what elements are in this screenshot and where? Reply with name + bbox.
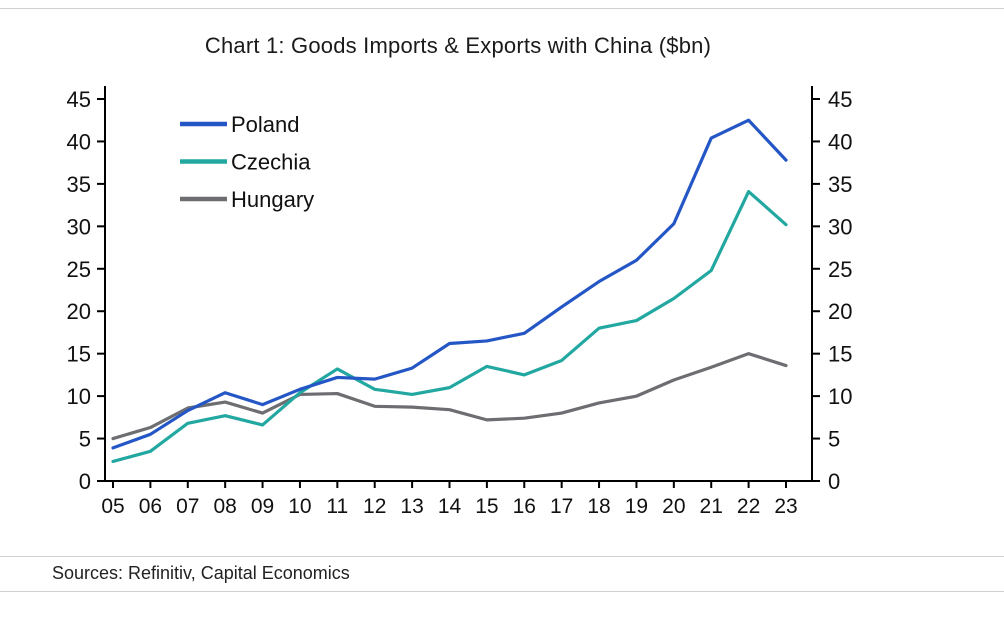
sources-text: Sources: Refinitiv, Capital Economics [52, 563, 350, 583]
x-tick-label: 19 [625, 495, 648, 518]
y-tick-label-right: 0 [828, 469, 840, 494]
y-tick-label-left: 10 [67, 384, 91, 409]
y-tick-label-right: 30 [828, 214, 852, 239]
x-tick-label: 17 [550, 495, 573, 518]
y-tick-label-left: 25 [67, 257, 91, 282]
sources-divider-bottom [0, 591, 1004, 592]
sources-divider-top [0, 556, 1004, 557]
y-tick-label-right: 25 [828, 257, 852, 282]
y-tick-label-left: 0 [79, 469, 91, 494]
x-tick-label: 06 [139, 495, 162, 518]
series-line-czechia [111, 189, 788, 464]
y-tick-label-left: 15 [67, 342, 91, 367]
x-tick-label: 11 [326, 495, 348, 518]
y-tick-label-left: 20 [67, 299, 91, 324]
chart-area: 0 0 5 5 10 10 15 15 20 20 25 25 30 30 35 35 40 40 45 45 05 06… [0, 66, 1004, 546]
legend-label-hungary: Hungary [231, 187, 314, 212]
y-tick-label-right: 45 [828, 87, 852, 112]
x-tick-label: 05 [101, 495, 124, 518]
y-tick-label-right: 10 [828, 384, 852, 409]
x-tick-label: 13 [400, 495, 423, 518]
chart-title: Chart 1: Goods Imports & Exports with Ch… [204, 33, 712, 58]
y-tick-label-right: 20 [828, 299, 852, 324]
y-tick-label-left: 35 [67, 172, 91, 197]
x-tick-label: 10 [288, 495, 311, 518]
y-tick-label-right: 5 [828, 427, 840, 452]
x-tick-label: 16 [513, 495, 536, 518]
top-divider [0, 8, 1004, 9]
y-tick-label-left: 5 [79, 427, 91, 452]
x-tick-label: 23 [774, 495, 797, 518]
y-tick-label-left: 30 [67, 214, 91, 239]
x-tick-label: 14 [438, 495, 462, 518]
x-tick-label: 18 [587, 495, 610, 518]
x-tick-label: 08 [213, 495, 236, 518]
legend-label-czechia: Czechia [231, 150, 311, 175]
series-line-hungary [111, 352, 788, 441]
series-line-poland [111, 118, 788, 450]
y-tick-label-left: 45 [67, 87, 91, 112]
x-tick-label: 12 [363, 495, 386, 518]
y-tick-label-right: 15 [828, 342, 852, 367]
y-tick-label-right: 35 [828, 172, 852, 197]
x-tick-label: 15 [475, 495, 498, 518]
legend-label-poland: Poland [231, 112, 300, 137]
x-tick-label: 22 [737, 495, 760, 518]
x-tick-label: 07 [176, 495, 199, 518]
x-tick-label: 20 [662, 495, 685, 518]
y-tick-label-left: 40 [67, 129, 91, 154]
x-tick-label: 21 [700, 495, 723, 518]
x-tick-label: 09 [251, 495, 274, 518]
y-tick-label-right: 40 [828, 129, 852, 154]
